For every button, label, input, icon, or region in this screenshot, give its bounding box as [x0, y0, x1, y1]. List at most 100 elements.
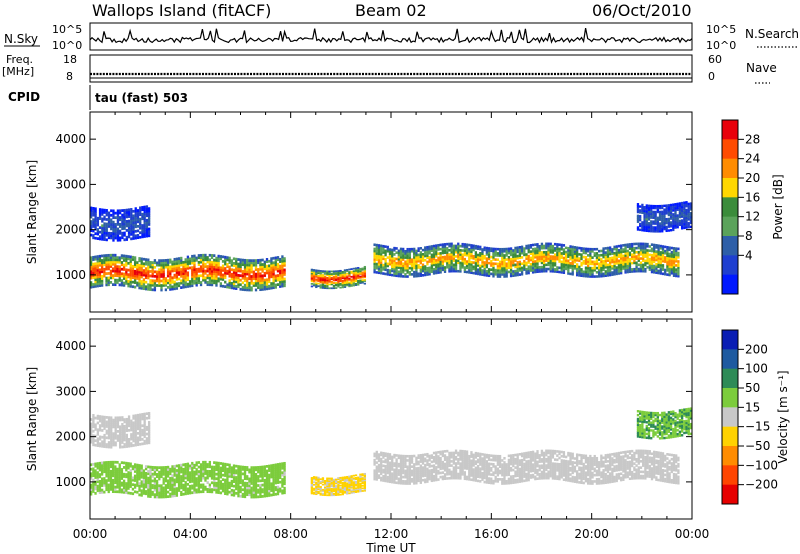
scatter-cell [323, 491, 327, 494]
scatter-cell [562, 267, 566, 270]
scatter-cell [573, 260, 577, 264]
scatter-cell [319, 273, 322, 276]
scatter-cell [687, 218, 690, 221]
scatter-cell [96, 268, 99, 272]
scatter-cell [352, 278, 355, 280]
scatter-cell [435, 269, 438, 273]
scatter-cell [343, 273, 347, 275]
scatter-cell [261, 490, 264, 494]
scatter-cell [252, 281, 255, 285]
scatter-cell [116, 281, 119, 284]
scatter-cell [384, 473, 387, 476]
scatter-cell [317, 272, 320, 275]
scatter-cell [250, 270, 253, 274]
scatter-cell [498, 271, 502, 274]
scatter-cell [188, 284, 192, 288]
scatter-cell [540, 261, 544, 265]
scatter-cell [158, 470, 161, 474]
scatter-cell [523, 262, 526, 265]
scatter-cell [380, 265, 383, 269]
scatter-cell [402, 264, 405, 268]
scatter-cell [116, 223, 120, 226]
scatter-cell [129, 476, 132, 479]
scatter-cell [96, 259, 99, 263]
scatter-cell [452, 255, 455, 258]
scatter-cell [133, 476, 137, 480]
scatter-cell [120, 477, 124, 480]
scatter-cell [98, 259, 102, 263]
scatter-cell [490, 272, 493, 276]
scatter-cell [606, 257, 610, 260]
scatter-cell [193, 466, 196, 469]
scatter-cell [310, 276, 314, 279]
scatter-cell [382, 251, 385, 254]
scatter-cell [129, 275, 132, 279]
scatter-cell [354, 276, 358, 279]
scatter-cell [339, 488, 342, 491]
scatter-cell [562, 252, 566, 256]
scatter-cell [103, 224, 106, 228]
scatter-cell [622, 248, 625, 251]
scatter-cell [261, 472, 264, 476]
scatter-cell [373, 463, 376, 466]
scatter-cell [111, 483, 115, 487]
scatter-cell [656, 228, 659, 231]
scatter-cell [217, 277, 220, 281]
scatter-cell [641, 205, 644, 209]
scatter-cell [514, 271, 517, 275]
scatter-cell [184, 472, 187, 475]
scatter-cell [144, 287, 148, 291]
scatter-cell [221, 469, 225, 473]
scatter-cell [386, 270, 389, 274]
scatter-cell [191, 261, 194, 265]
scatter-cell [171, 494, 174, 498]
scatter-cell [617, 272, 621, 275]
scatter-cell [111, 269, 115, 273]
scatter-cell [109, 260, 113, 264]
scatter-cell [437, 258, 440, 262]
scatter-cell [551, 257, 555, 261]
scatter-cell [523, 268, 526, 271]
scatter-cell [323, 285, 327, 288]
scatter-cell [153, 286, 157, 290]
scatter-cell [202, 490, 205, 494]
scatter-cell [674, 208, 677, 212]
scatter-cell [272, 268, 275, 271]
scatter-cell [151, 263, 154, 267]
scatter-cell [96, 471, 99, 475]
scatter-cell [628, 268, 632, 271]
scatter-cell [153, 479, 157, 483]
scatter-cell [584, 251, 588, 255]
scatter-cell [413, 256, 416, 259]
scatter-cell [479, 268, 482, 272]
scatter-cell [474, 265, 478, 269]
scatter-cell [259, 479, 262, 483]
scatter-cell [382, 272, 385, 275]
scatter-cell [122, 283, 126, 287]
scatter-cell [562, 262, 566, 266]
scatter-cell [125, 475, 128, 479]
scatter-cell [689, 202, 693, 205]
scatter-cell [173, 285, 176, 288]
scatter-cell [641, 221, 644, 224]
scatter-cell [197, 267, 201, 271]
scatter-cell [465, 253, 469, 257]
scatter-cell [354, 483, 358, 486]
scatter-cell [683, 220, 686, 224]
scatter-cell [120, 263, 124, 267]
scatter-cell [657, 263, 660, 266]
scatter-cell [147, 234, 151, 238]
scatter-cell [204, 469, 207, 473]
scatter-cell [272, 479, 275, 483]
scatter-cell [658, 222, 662, 225]
scatter-cell [375, 256, 378, 260]
scatter-cell [348, 275, 351, 277]
scatter-cell [94, 487, 97, 491]
scatter-cell [343, 478, 347, 481]
scatter-cell [89, 476, 93, 480]
scatter-cell [393, 259, 396, 263]
scatter-cell [191, 464, 194, 467]
scatter-cell [96, 255, 99, 258]
scatter-cell [346, 492, 349, 495]
scatter-cell [620, 269, 623, 273]
